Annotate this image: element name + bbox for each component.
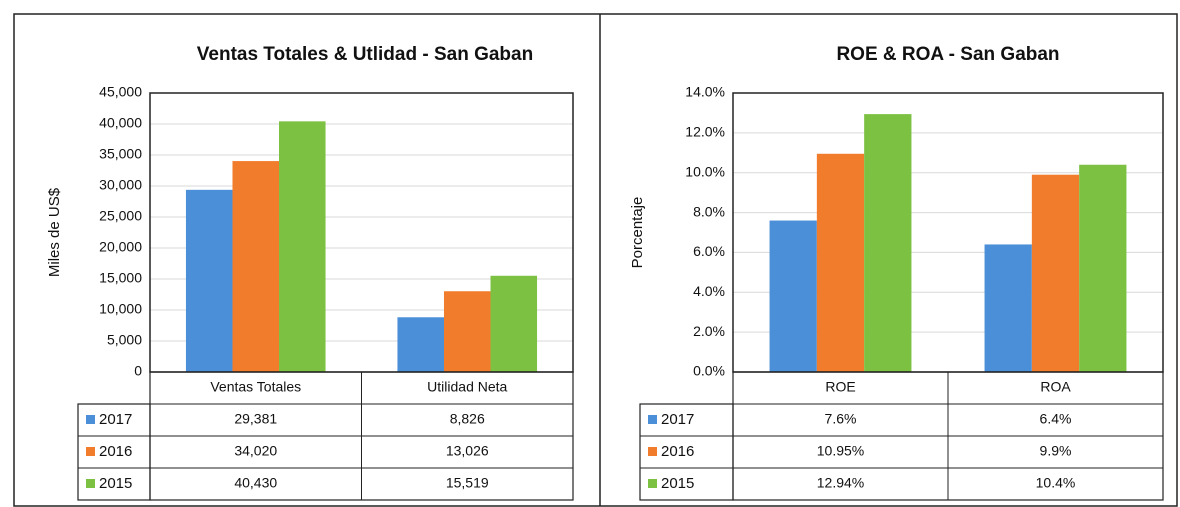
legend-swatch (86, 415, 95, 424)
legend-swatch (648, 415, 657, 424)
legend-label: 2017 (99, 411, 132, 428)
legend-label: 2015 (661, 475, 694, 492)
legend-label: 2015 (99, 475, 132, 492)
y-tick-label: 5,000 (107, 332, 142, 348)
legend-label: 2016 (661, 443, 694, 460)
y-tick-label: 8.0% (693, 203, 725, 219)
bar (443, 291, 491, 372)
chart-title: Ventas Totales & Utlidad - San Gaban (197, 44, 533, 65)
category-label: ROE (825, 379, 855, 395)
data-label: 8,826 (450, 411, 485, 427)
data-label: 7.6% (825, 411, 857, 427)
y-tick-label: 6.0% (693, 243, 725, 259)
data-label: 15,519 (446, 475, 489, 491)
y-tick-label: 10.0% (685, 163, 725, 179)
y-tick-label: 45,000 (99, 84, 142, 100)
data-label: 6.4% (1040, 411, 1072, 427)
legend-swatch (86, 479, 95, 488)
category-label: ROA (1040, 379, 1071, 395)
y-tick-label: 20,000 (99, 239, 142, 255)
chart-title: ROE & ROA - San Gaban (836, 44, 1059, 65)
bar (490, 275, 538, 372)
y-tick-label: 30,000 (99, 177, 142, 193)
bar (984, 244, 1032, 372)
bar (1031, 174, 1080, 372)
legend-swatch (648, 479, 657, 488)
y-tick-label: 15,000 (99, 270, 142, 286)
y-tick-label: 40,000 (99, 115, 142, 131)
y-tick-label: 14.0% (685, 84, 725, 100)
data-label: 10.95% (817, 443, 864, 459)
y-tick-label: 0 (134, 363, 142, 379)
data-label: 29,381 (234, 411, 277, 427)
y-tick-label: 0.0% (693, 363, 725, 379)
data-label: 13,026 (446, 443, 489, 459)
bar (397, 317, 444, 372)
legend-swatch (86, 447, 95, 456)
category-label: Utilidad Neta (427, 379, 507, 395)
legend-label: 2016 (99, 443, 132, 460)
legend-swatch (648, 447, 657, 456)
bar (769, 220, 817, 372)
y-tick-label: 10,000 (99, 301, 142, 317)
y-axis-label: Miles de US$ (46, 187, 63, 277)
bar (1079, 164, 1127, 372)
data-label: 12.94% (817, 475, 864, 491)
data-label: 34,020 (234, 443, 277, 459)
bar (185, 189, 233, 372)
bar (279, 121, 326, 372)
frame (13, 13, 1178, 507)
y-axis-label: Porcentaje (629, 197, 646, 269)
y-tick-label: 4.0% (693, 283, 725, 299)
data-label: 40,430 (234, 475, 277, 491)
data-label: 10.4% (1036, 475, 1076, 491)
bar (864, 114, 912, 373)
y-tick-label: 25,000 (99, 208, 142, 224)
legend-label: 2017 (661, 411, 694, 428)
bar (816, 153, 865, 372)
y-tick-label: 35,000 (99, 146, 142, 162)
bar (232, 161, 280, 372)
data-label: 9.9% (1040, 443, 1072, 459)
category-label: Ventas Totales (210, 379, 301, 395)
y-tick-label: 12.0% (685, 124, 725, 140)
y-tick-label: 2.0% (693, 323, 725, 339)
